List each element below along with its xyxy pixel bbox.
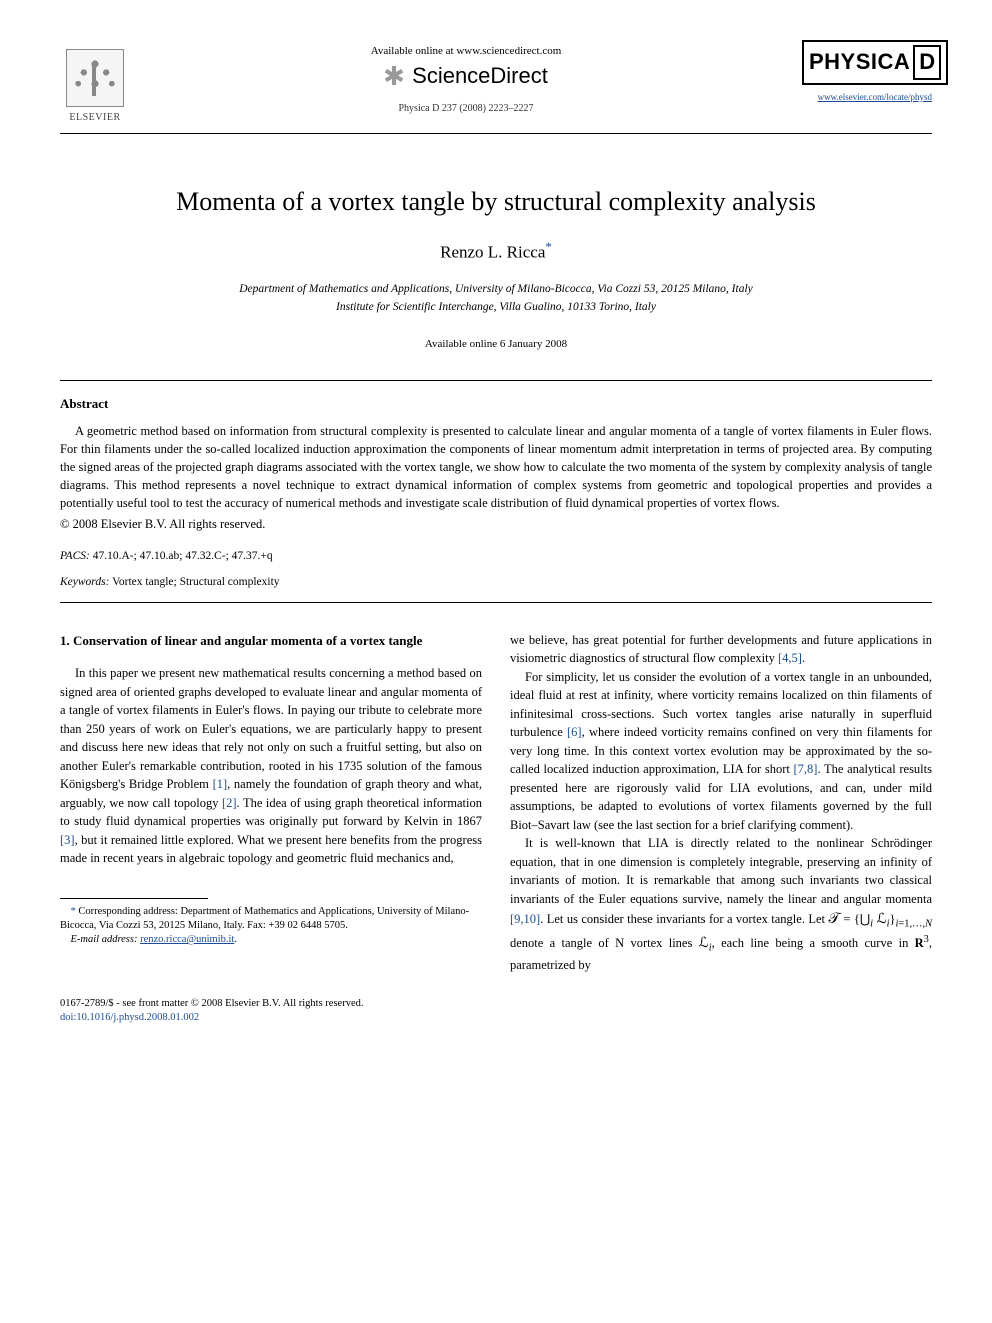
affiliation-2: Institute for Scientific Interchange, Vi… xyxy=(60,299,932,315)
body-columns: 1. Conservation of linear and angular mo… xyxy=(60,631,932,975)
physica-d: D xyxy=(913,45,941,80)
author-line: Renzo L. Ricca* xyxy=(60,238,932,264)
col2-paragraph-2: For simplicity, let us consider the evol… xyxy=(510,668,932,835)
abstract-bottom-rule xyxy=(60,602,932,603)
math-script-T: 𝒯 xyxy=(828,911,840,927)
elsevier-logo: ELSEVIER xyxy=(60,40,130,125)
corresponding-footnote: * Corresponding address: Department of M… xyxy=(60,905,482,933)
col2-p1-b: . xyxy=(802,651,805,665)
ref-link-2[interactable]: [2] xyxy=(222,796,237,810)
keywords-label: Keywords: xyxy=(60,576,109,588)
col2-p3-c: denote a tangle of N vortex lines xyxy=(510,937,699,951)
abstract-text: A geometric method based on information … xyxy=(60,422,932,513)
abstract-body: A geometric method based on information … xyxy=(60,424,932,511)
author-name: Renzo L. Ricca xyxy=(440,243,545,262)
math-script-L: ℒ xyxy=(876,912,886,927)
elsevier-tree-icon xyxy=(66,49,124,107)
email-link[interactable]: renzo.ricca@unimib.it xyxy=(140,934,234,945)
abstract-heading: Abstract xyxy=(60,395,932,413)
physica-logo-block: PHYSICA D www.elsevier.com/locate/physd xyxy=(802,40,932,103)
section-1-heading: 1. Conservation of linear and angular mo… xyxy=(60,631,482,650)
keywords-values: Vortex tangle; Structural complexity xyxy=(112,576,279,588)
journal-reference: Physica D 237 (2008) 2223–2227 xyxy=(130,102,802,116)
email-footnote: E-mail address: renzo.ricca@unimib.it. xyxy=(60,933,482,947)
available-online-text: Available online at www.sciencedirect.co… xyxy=(130,44,802,59)
sciencedirect-burst-icon xyxy=(384,65,408,89)
footnote-rule xyxy=(60,898,208,899)
abstract-top-rule xyxy=(60,380,932,381)
physica-text: PHYSICA xyxy=(809,47,910,78)
col1-p1-d: , but it remained little explored. What … xyxy=(60,833,482,866)
ref-link-45[interactable]: [4,5] xyxy=(778,651,802,665)
pacs-label: PACS: xyxy=(60,550,90,562)
col2-paragraph-3: It is well-known that LIA is directly re… xyxy=(510,834,932,975)
pacs-codes: 47.10.A-; 47.10.ab; 47.32.C-; 47.37.+q xyxy=(93,550,273,562)
footnote-star: * xyxy=(71,906,76,917)
journal-url-link[interactable]: www.elsevier.com/locate/physd xyxy=(802,91,932,104)
footer-copyright: 0167-2789/$ - see front matter © 2008 El… xyxy=(60,997,932,1011)
ref-link-78[interactable]: [7,8] xyxy=(794,762,818,776)
ref-link-3[interactable]: [3] xyxy=(60,833,75,847)
article-title: Momenta of a vortex tangle by structural… xyxy=(60,184,932,220)
col2-p1-a: we believe, has great potential for furt… xyxy=(510,633,932,666)
sciencedirect-logo: ScienceDirect xyxy=(130,61,802,92)
header-row: ELSEVIER Available online at www.science… xyxy=(60,40,932,125)
email-label: E-mail address: xyxy=(71,934,138,945)
ref-link-1[interactable]: [1] xyxy=(213,777,228,791)
col2-p3-d: , each line being a smooth curve in xyxy=(712,937,915,951)
page-footer: 0167-2789/$ - see front matter © 2008 El… xyxy=(60,997,932,1025)
ref-link-6[interactable]: [6] xyxy=(567,725,582,739)
elsevier-label: ELSEVIER xyxy=(69,111,120,125)
math-script-Li: ℒ xyxy=(699,937,709,952)
col2-p3-b: . Let us consider these invariants for a… xyxy=(540,912,828,926)
header-divider xyxy=(60,133,932,134)
col2-p3-a: It is well-known that LIA is directly re… xyxy=(510,836,932,906)
author-footnote-link[interactable]: * xyxy=(545,239,552,254)
col2-paragraph-1: we believe, has great potential for furt… xyxy=(510,631,932,668)
header-center: Available online at www.sciencedirect.co… xyxy=(130,40,802,116)
sciencedirect-text: ScienceDirect xyxy=(412,61,548,92)
footnote-corr-text: Corresponding address: Department of Mat… xyxy=(60,906,469,931)
available-date: Available online 6 January 2008 xyxy=(60,337,932,352)
copyright-line: © 2008 Elsevier B.V. All rights reserved… xyxy=(60,516,932,534)
affiliation-1: Department of Mathematics and Applicatio… xyxy=(60,281,932,297)
ref-link-910[interactable]: [9,10] xyxy=(510,912,540,926)
physica-badge: PHYSICA D xyxy=(802,40,948,85)
keywords-line: Keywords: Vortex tangle; Structural comp… xyxy=(60,574,932,590)
col1-paragraph-1: In this paper we present new mathematica… xyxy=(60,664,482,868)
pacs-line: PACS: 47.10.A-; 47.10.ab; 47.32.C-; 47.3… xyxy=(60,548,932,564)
column-right: we believe, has great potential for furt… xyxy=(510,631,932,975)
doi-link[interactable]: doi:10.1016/j.physd.2008.01.002 xyxy=(60,1012,199,1023)
column-left: 1. Conservation of linear and angular mo… xyxy=(60,631,482,975)
col1-p1-a: In this paper we present new mathematica… xyxy=(60,666,482,791)
